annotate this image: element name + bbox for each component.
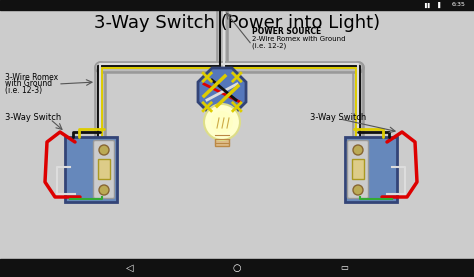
- Circle shape: [353, 185, 363, 195]
- Text: (i.e. 12-3): (i.e. 12-3): [5, 86, 42, 96]
- Text: ▌▌: ▌▌: [424, 2, 432, 7]
- Bar: [345, 137, 397, 202]
- Circle shape: [99, 185, 109, 195]
- Polygon shape: [198, 68, 246, 116]
- Text: 6:35: 6:35: [452, 2, 466, 7]
- Text: POWER SOURCE: POWER SOURCE: [252, 27, 321, 37]
- Bar: [65, 137, 117, 202]
- Text: ◁: ◁: [126, 263, 134, 273]
- Bar: [215, 132, 229, 146]
- Text: ○: ○: [233, 263, 241, 273]
- Text: 3-Way Switch: 3-Way Switch: [5, 112, 61, 122]
- Circle shape: [211, 111, 233, 133]
- Text: ▭: ▭: [340, 263, 348, 273]
- Circle shape: [204, 104, 240, 140]
- Bar: [0, 259, 474, 277]
- Text: (i.e. 12-2): (i.e. 12-2): [252, 43, 286, 49]
- Text: 3-Way Switch: 3-Way Switch: [310, 112, 366, 122]
- Bar: [352, 159, 364, 179]
- Text: with Ground: with Ground: [5, 79, 52, 88]
- FancyBboxPatch shape: [347, 140, 368, 199]
- Bar: [98, 159, 110, 179]
- Bar: [0, 0, 474, 10]
- Text: 3-Wire Romex: 3-Wire Romex: [5, 73, 58, 81]
- FancyBboxPatch shape: [93, 140, 115, 199]
- Text: 2-Wire Romex with Ground: 2-Wire Romex with Ground: [252, 36, 346, 42]
- Circle shape: [99, 145, 109, 155]
- Text: 3-Way Switch (Power into Light): 3-Way Switch (Power into Light): [94, 14, 380, 32]
- Text: ▐: ▐: [436, 2, 440, 8]
- Circle shape: [353, 145, 363, 155]
